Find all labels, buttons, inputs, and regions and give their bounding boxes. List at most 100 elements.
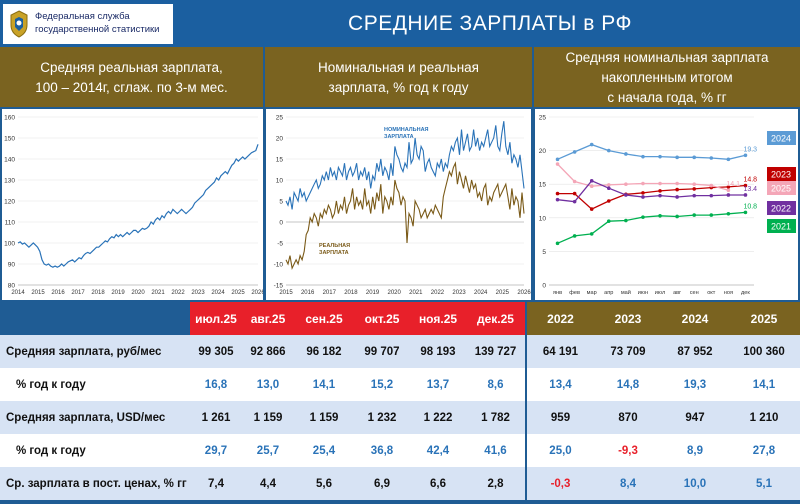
legend-entry: 2025: [771, 184, 791, 194]
data-point: [555, 241, 560, 246]
y-tick-label: 5: [542, 249, 546, 256]
x-tick-label: сен: [690, 290, 699, 296]
table-row: Средняя зарплата, руб/мес 99 305 92 866 96 …: [0, 335, 800, 368]
x-tick-label: 2025: [231, 290, 245, 296]
panel-3-heading-line-1: Средняя номинальная зарплата: [565, 50, 769, 65]
table-cell: 1 222: [410, 401, 466, 434]
panel-1-heading: Средняя реальная зарплата, 100 – 2014г, …: [0, 58, 263, 98]
data-point: [726, 157, 731, 162]
table-cell: 25,4: [294, 434, 354, 467]
y-tick-label: 130: [4, 178, 15, 185]
table-cell: -0,3: [525, 467, 594, 500]
table-cell: 6,6: [410, 467, 466, 500]
data-point: [589, 179, 594, 183]
data-point: [624, 218, 628, 223]
column-header-year: 2025: [728, 302, 800, 335]
logo-line-1: Федеральная служба: [35, 11, 130, 22]
data-point: [572, 234, 577, 238]
column-header-year: 2022: [525, 302, 594, 335]
data-point: [589, 207, 594, 211]
data-point: [641, 181, 645, 186]
table-cell: 100 360: [728, 335, 800, 368]
series-line-3: [557, 180, 746, 203]
x-tick-label: 2021: [409, 290, 423, 296]
panel-2-heading-bg: [265, 47, 532, 107]
y-tick-label: 100: [4, 241, 15, 248]
data-point: [606, 186, 611, 191]
x-tick-label: июл: [655, 290, 665, 296]
data-point: [589, 232, 594, 236]
table-cell: 19,3: [662, 368, 728, 401]
data-point: [658, 213, 662, 218]
column-header-month: июл.25: [190, 302, 242, 335]
data-point: [709, 183, 714, 188]
end-value-label: 14.8: [743, 177, 757, 184]
table-header-blank: [0, 302, 190, 335]
data-point: [572, 150, 577, 154]
rosstat-logo: Федеральная служба государственной стати…: [3, 4, 173, 44]
data-point: [709, 193, 714, 198]
y-tick-label: 5: [279, 199, 283, 206]
chart-nominal-real-yoy-panel: -15 -10 -5 0 5 10 15 20 25 2015 2016 2017 2018 2019 20…: [266, 109, 531, 300]
y-tick-label: 90: [8, 262, 16, 269]
x-tick-label: 2025: [496, 290, 510, 296]
data-point: [658, 181, 662, 186]
table-cell: 5,1: [728, 467, 800, 500]
y-tick-label: 25: [539, 115, 547, 122]
table-cell: 99 305: [190, 335, 242, 368]
table-cell: 8,4: [594, 467, 662, 500]
table-cell: 16,8: [190, 368, 242, 401]
table-cell: 13,7: [410, 368, 466, 401]
x-tick-label: 2023: [452, 290, 466, 296]
table-cell: 1 232: [354, 401, 410, 434]
x-tick-label: 2022: [171, 290, 185, 296]
row-label: Средняя зарплата, руб/мес: [0, 335, 190, 368]
x-tick-label: 2020: [131, 290, 145, 296]
y-tick-label: 110: [5, 220, 16, 227]
data-point: [606, 199, 611, 203]
panel-2-heading: Номинальная и реальная зарплата, % год к…: [265, 58, 532, 98]
x-tick-label: 2015: [31, 290, 45, 296]
wage-table: июл.25 авг.25 сен.25 окт.25 ноя.25 дек.25 2022…: [0, 302, 800, 500]
column-header-month: ноя.25: [410, 302, 466, 335]
table-row: Средняя зарплата, USD/мес 1 261 1 159 1 159…: [0, 401, 800, 434]
data-point: [624, 152, 628, 156]
x-tick-label: 2017: [323, 290, 337, 296]
legend-swatch: [767, 167, 796, 181]
column-header-year: 2023: [594, 302, 662, 335]
table-cell: 98 193: [410, 335, 466, 368]
data-point: [641, 191, 645, 195]
x-tick-label: 2019: [366, 290, 380, 296]
x-tick-label: 2017: [71, 290, 85, 296]
panel-2-heading-line-1: Номинальная и реальная: [318, 60, 479, 75]
end-value-label: 13.4: [743, 186, 757, 193]
end-value-label: 14.1: [726, 181, 740, 188]
table-row: Ср. зарплата в пост. ценах, % гг 7,4 4,4 5,…: [0, 467, 800, 500]
logo-line-2: государственной статистики: [35, 24, 160, 35]
panel-1-heading-bg: [0, 47, 263, 107]
table-cell: 10,0: [662, 467, 728, 500]
table-cell: 15,2: [354, 368, 410, 401]
y-tick-label: 10: [276, 178, 284, 185]
table-cell: 6,9: [354, 467, 410, 500]
x-tick-label: мар: [587, 290, 597, 296]
y-tick-label: 120: [4, 199, 15, 206]
table-cell: 1 261: [190, 401, 242, 434]
table-cell: 64 191: [525, 335, 594, 368]
panel-3-heading-line-2: накопленным итогом: [601, 70, 733, 85]
chart-cumulative-panel: 0 5 10 15 20 25 янв фев мар апр май июн июл авг сен окт…: [535, 109, 798, 300]
table-cell: 36,8: [354, 434, 410, 467]
table-cell: 92 866: [242, 335, 294, 368]
table-cell: -9,3: [594, 434, 662, 467]
data-point: [726, 188, 731, 193]
row-label: % год к году: [0, 368, 190, 401]
data-point: [641, 215, 645, 219]
row-label: % год к году: [0, 434, 190, 467]
x-tick-label: 2024: [474, 290, 488, 296]
data-point: [555, 157, 560, 162]
series-line-0: [557, 143, 746, 160]
table-cell: 29,7: [190, 434, 242, 467]
series-label-real: РЕАЛЬНАЯ: [319, 243, 350, 249]
y-tick-label: 15: [276, 157, 284, 164]
